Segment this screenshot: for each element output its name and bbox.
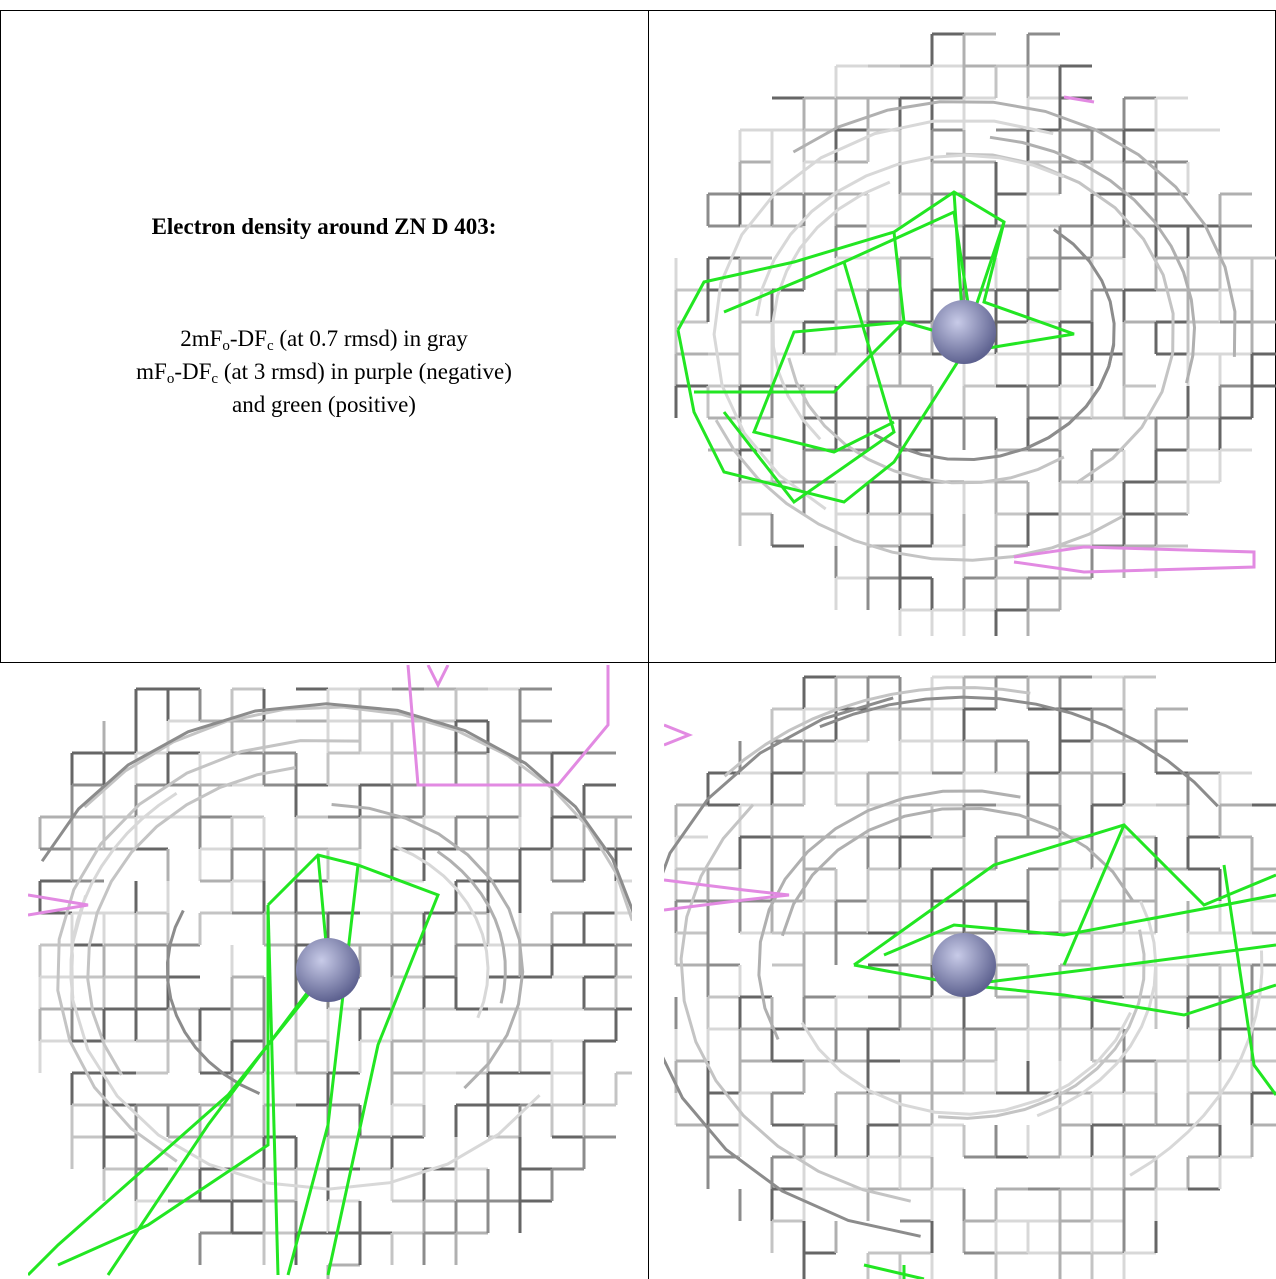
mesh-line [800, 1011, 1132, 1116]
mesh-line [436, 850, 507, 1004]
mesh-line [757, 789, 1021, 1040]
positive-mesh [266, 904, 280, 1276]
mesh-line [714, 419, 1125, 562]
positive-mesh [853, 943, 1276, 987]
mesh-line [56, 739, 361, 1163]
density-view-2 [28, 665, 632, 1279]
mesh-line [1036, 900, 1158, 1118]
mesh-line [1129, 950, 1264, 1177]
divider-vertical [648, 10, 649, 1279]
positive-mesh [266, 853, 440, 1276]
positive-mesh [106, 854, 330, 1276]
mesh-line [938, 929, 1146, 1120]
positive-mesh [57, 905, 270, 1267]
caption-text: (at 0.7 rmsd) in gray [273, 326, 468, 351]
border-top [0, 10, 1276, 11]
positive-mesh [694, 231, 906, 394]
zinc-atom [932, 300, 996, 364]
positive-mesh [853, 823, 1276, 967]
positive-mesh [1062, 824, 1126, 966]
caption-text: and green (positive) [232, 392, 416, 417]
mesh-line [70, 895, 541, 1191]
mesh-line [873, 343, 1116, 462]
positive-mesh [676, 190, 1075, 504]
divider-horizontal [0, 662, 1276, 663]
mesh-line [787, 357, 1065, 485]
negative-mesh [406, 665, 610, 787]
density-view-3 [664, 675, 1276, 1279]
mesh-line [755, 153, 1065, 317]
caption-text: c [211, 371, 219, 387]
caption: Electron density around ZN D 403: 2mFo-D… [0, 0, 648, 648]
zinc-atom [296, 938, 360, 1002]
caption-text: -DF [229, 326, 267, 351]
mesh-line [394, 845, 490, 1019]
positive-mesh [883, 893, 1276, 957]
caption-text: 2mF [180, 326, 223, 351]
mesh-line [989, 135, 1197, 384]
positive-mesh [963, 983, 1276, 1017]
mesh-line [86, 766, 296, 1076]
caption-line: mFo-DFc (at 3 rmsd) in purple (negative) [0, 355, 648, 388]
zinc-atom [932, 933, 996, 997]
mesh-line [946, 152, 1175, 485]
mesh-line [771, 180, 891, 441]
mesh-line [165, 909, 261, 1095]
positive-mesh [863, 1263, 925, 1279]
negative-mesh [426, 665, 450, 689]
mesh-line [723, 686, 1031, 778]
caption-text: mF [136, 359, 167, 384]
mesh-line [40, 702, 632, 914]
caption-lines: 2mFo-DFc (at 0.7 rmsd) in gray mFo-DFc (a… [0, 322, 648, 421]
mesh-line [331, 803, 525, 1090]
caption-text: c [266, 338, 274, 354]
caption-line: 2mFo-DFc (at 0.7 rmsd) in gray [0, 322, 648, 355]
caption-text: -DF [174, 359, 212, 384]
negative-mesh [664, 878, 790, 912]
mesh-line [664, 696, 921, 1238]
mesh-line [679, 803, 912, 1203]
caption-text: o [166, 371, 175, 387]
density-view-1 [674, 32, 1276, 636]
mesh-line [819, 695, 1219, 808]
mesh-line [69, 791, 178, 999]
mesh-line [792, 100, 1237, 357]
positive-mesh [1222, 864, 1276, 1096]
mesh-line [780, 806, 1134, 937]
negative-mesh [1013, 545, 1256, 574]
mesh-line [712, 119, 1054, 511]
caption-title: Electron density around ZN D 403: [151, 214, 497, 239]
positive-mesh [722, 261, 896, 505]
caption-line: and green (positive) [0, 388, 648, 421]
negative-mesh [28, 893, 89, 917]
negative-mesh [1063, 95, 1095, 104]
caption-text: o [222, 338, 230, 354]
border-left [0, 10, 1, 662]
caption-text: (at 3 rmsd) in purple (negative) [218, 359, 512, 384]
negative-mesh [664, 723, 694, 747]
